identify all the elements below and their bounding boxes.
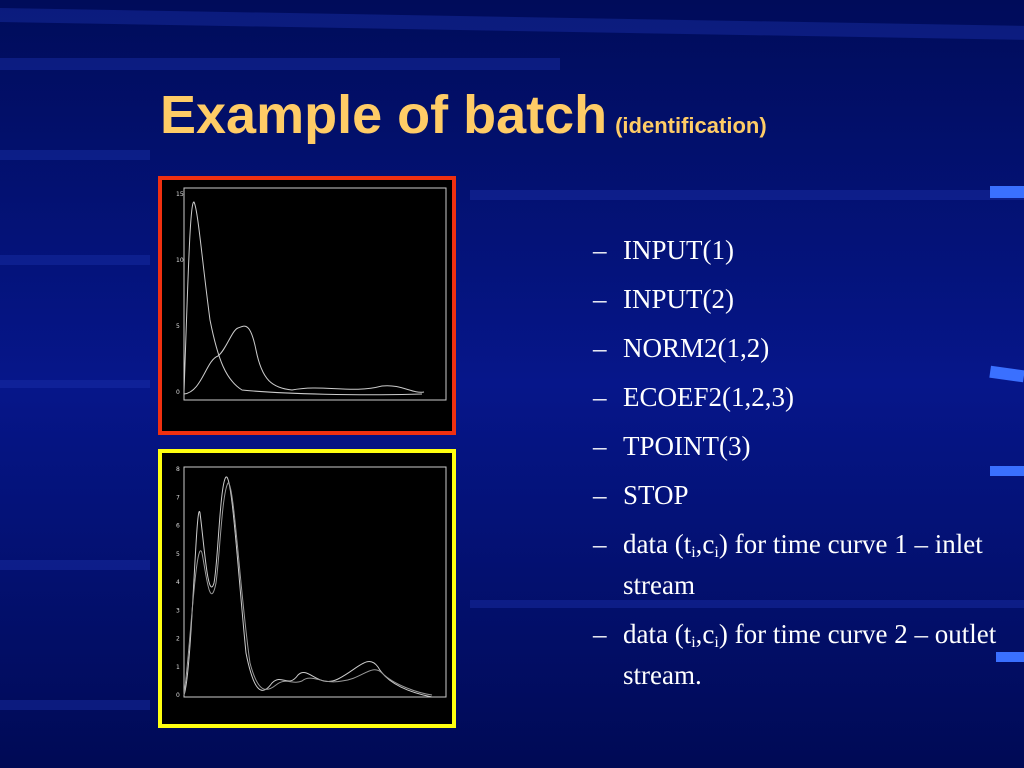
bullet-text: data (t [623,619,692,649]
plot-tick-label: 15 [176,191,184,198]
bullet-item: – INPUT(2) [593,279,1018,320]
bullet-item: – data (ti,ci) for time curve 1 – inlet s… [593,524,1018,606]
subscript: i [714,544,719,561]
bullet-item: – ECOEF2(1,2,3) [593,377,1018,418]
bullet-list: – INPUT(1) – INPUT(2) – NORM2(1,2) – ECOEF2(1,2… [593,230,1018,704]
bullet-marker: – [593,333,607,363]
bullet-text: ECOEF2(1,2,3) [623,382,794,412]
plot-drawing: 15 10 5 0 [176,187,447,401]
title: Example of batch (identification) [160,84,767,146]
bullet-text: INPUT(2) [623,284,734,314]
bullet-text: STOP [623,480,689,510]
plot-tick-label: 6 [176,523,180,530]
plot-tick-label: 3 [176,607,180,614]
plot-drawing: 8 7 6 5 4 3 2 1 0 [176,466,447,699]
bullet-item: – data (ti,ci) for time curve 2 – outlet … [593,614,1018,696]
plot-tick-label: 0 [176,389,180,396]
subtitle: (identification) [615,113,767,138]
bullet-item: – TPOINT(3) [593,426,1018,467]
plot-image: 8 7 6 5 4 3 2 1 0 [158,449,456,728]
bullet-text: ,c [695,619,715,649]
bullet-item: – NORM2(1,2) [593,328,1018,369]
bullet-marker: – [593,284,607,314]
bullet-marker: – [593,529,607,559]
plot-tick-label: 8 [176,466,180,473]
plot-tick-label: 1 [176,664,180,671]
bullet-text: INPUT(1) [623,235,734,265]
plot-image: 15 10 5 0 [158,176,456,435]
plot-tick-label: 0 [176,692,180,699]
title-text: Example of batch [160,85,608,145]
plot-tick-label: 10 [176,257,184,264]
bullet-text: ) for time curve 2 – outlet stream. [623,619,997,690]
plot-tick-label: 5 [176,323,180,330]
subscript: i [691,544,696,561]
bullet-text: data (t [623,529,692,559]
bullet-item: – STOP [593,475,1018,516]
bullet-marker: – [593,431,607,461]
bullet-text: ) for time curve 1 – inlet stream [623,529,983,600]
plot-tick-label: 5 [176,551,180,558]
bullet-marker: – [593,382,607,412]
bullet-marker: – [593,235,607,265]
subscript: i [691,634,696,651]
bullet-marker: – [593,480,607,510]
plot-tick-label: 7 [176,494,180,501]
bullet-item: – INPUT(1) [593,230,1018,271]
plot-tick-label: 2 [176,636,180,643]
bullet-text: NORM2(1,2) [623,333,770,363]
subscript: i [714,634,719,651]
bullet-text: TPOINT(3) [623,431,751,461]
plot-tick-label: 4 [176,579,180,586]
bullet-marker: – [593,619,607,649]
bullet-text: ,c [695,529,715,559]
